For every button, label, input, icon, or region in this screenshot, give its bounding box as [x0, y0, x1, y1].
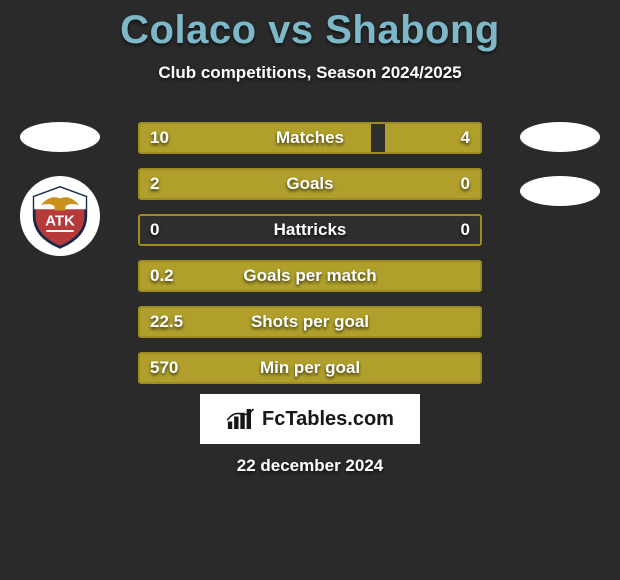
stat-bar-left [140, 262, 480, 290]
date-label: 22 december 2024 [0, 456, 620, 476]
bar-chart-icon [226, 407, 256, 431]
stat-value-left: 2 [150, 170, 159, 198]
player-right-name: Shabong [325, 8, 500, 52]
stat-row: 104Matches [138, 122, 482, 154]
stat-label: Hattricks [140, 216, 480, 244]
svg-text:ATK: ATK [45, 213, 75, 230]
stat-row: 0 0Hattricks [138, 214, 482, 246]
player-left-name: Colaco [120, 8, 256, 52]
avatar-right-player [520, 122, 600, 152]
brand-label: FcTables.com [262, 408, 394, 431]
stat-bar-left [140, 124, 371, 152]
stat-value-right: 0 [461, 216, 470, 244]
stat-value-left: 10 [150, 124, 169, 152]
avatar-right-club [520, 176, 600, 206]
stat-value-left: 0 [150, 216, 159, 244]
stat-row: 0.2Goals per match [138, 260, 482, 292]
stat-bar-left [140, 308, 480, 336]
stat-value-left: 0.2 [150, 262, 174, 290]
season-subtitle: Club competitions, Season 2024/2025 [0, 63, 620, 83]
stat-value-left: 22.5 [150, 308, 183, 336]
shield-eagle-icon: ATK [26, 182, 94, 250]
stat-row: 22.5Shots per goal [138, 306, 482, 338]
stat-value-right: 0 [461, 170, 470, 198]
stat-row: 20Goals [138, 168, 482, 200]
stats-panel: 104Matches20Goals00Hattricks0.2Goals per… [138, 122, 482, 398]
stat-row: 570Min per goal [138, 352, 482, 384]
stat-value-right: 4 [461, 124, 470, 152]
stat-value-left: 570 [150, 354, 178, 382]
vs-label: vs [268, 8, 314, 52]
club-logo-left: ATK [20, 176, 100, 256]
stat-bar-left [140, 354, 480, 382]
avatar-left-player [20, 122, 100, 152]
stat-bar-left [140, 170, 463, 198]
brand-badge[interactable]: FcTables.com [200, 394, 420, 444]
comparison-title: Colaco vs Shabong [0, 0, 620, 53]
